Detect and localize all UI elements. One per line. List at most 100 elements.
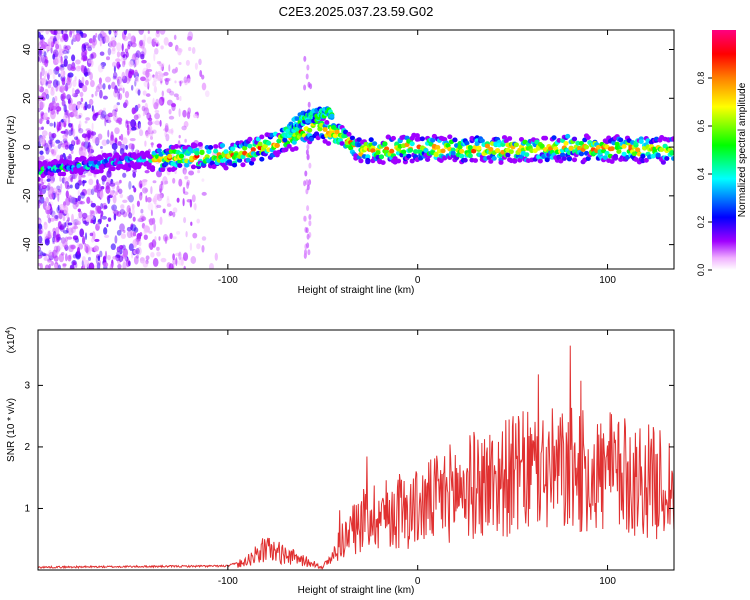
heatmap-cell: [609, 146, 615, 152]
heatmap-cell: [118, 77, 122, 87]
heatmap-cell: [62, 114, 69, 122]
heatmap-cell: [560, 152, 566, 158]
heatmap-cell: [142, 179, 148, 183]
heatmap-cell: [128, 60, 134, 68]
heatmap-cell: [89, 232, 94, 237]
heatmap-cell: [137, 217, 143, 223]
heatmap-cell: [133, 249, 139, 255]
heatmap-cell: [140, 39, 146, 49]
heatmap-cell: [87, 132, 91, 141]
heatmap-cell: [78, 210, 83, 219]
heatmap-cell: [51, 86, 54, 92]
heatmap-cell: [141, 216, 147, 222]
heatmap-cell: [539, 143, 545, 149]
heatmap-cell: [41, 184, 47, 190]
heatmap-cell: [476, 145, 482, 151]
heatmap-cell: [119, 143, 126, 151]
heatmap-cell: [94, 238, 100, 242]
heatmap-cell: [121, 43, 124, 52]
heatmap-cell: [41, 65, 44, 71]
heatmap-cell: [146, 112, 152, 120]
heatmap-cell: [120, 233, 127, 239]
heatmap-cell: [61, 171, 67, 177]
heatmap-cell: [159, 30, 166, 35]
y-tick-label: 2: [24, 442, 30, 453]
heatmap-cell: [125, 120, 131, 124]
heatmap-cell: [69, 196, 76, 204]
heatmap-cell: [208, 145, 214, 150]
snr-x-axis-label: Height of straight line (km): [298, 585, 415, 596]
heatmap-cell: [78, 123, 81, 132]
heatmap-cell: [585, 135, 591, 141]
heatmap-cell: [154, 112, 160, 120]
x-tick-label: 100: [599, 576, 616, 587]
heatmap-cell: [583, 144, 590, 150]
heatmap-cell: [44, 58, 49, 68]
heatmap-cell: [74, 200, 80, 208]
heatmap-cell: [74, 89, 80, 95]
heatmap-cell: [44, 238, 50, 246]
heatmap-cell: [117, 264, 122, 269]
heatmap-cell: [116, 185, 120, 193]
heatmap-cell: [192, 113, 198, 119]
heatmap-cell: [58, 73, 61, 78]
heatmap-cell: [44, 70, 48, 77]
heatmap-cell: [124, 99, 129, 107]
heatmap-cell: [85, 79, 89, 86]
heatmap-cell: [141, 105, 146, 112]
heatmap-cell: [66, 212, 70, 219]
heatmap-cell: [52, 79, 59, 88]
heatmap-cell: [213, 144, 219, 149]
heatmap-cell: [40, 135, 46, 140]
heatmap-cell: [60, 69, 66, 78]
heatmap-cell: [105, 76, 111, 83]
heatmap-cell: [133, 114, 139, 121]
heatmap-cell: [96, 262, 101, 269]
heatmap-cell: [368, 137, 374, 143]
heatmap-cell: [106, 223, 109, 228]
heatmap-cell: [166, 203, 172, 208]
heatmap-cell: [306, 64, 310, 71]
heatmap-cell: [54, 40, 60, 45]
heatmap-cell: [62, 138, 68, 144]
heatmap-cell: [149, 135, 154, 140]
heatmap-cell: [135, 50, 141, 59]
heatmap-cell: [59, 203, 65, 211]
heatmap-cell: [160, 257, 167, 263]
heatmap-cell: [38, 176, 41, 182]
heatmap-cell: [55, 66, 60, 72]
heatmap-cell: [293, 146, 299, 151]
heatmap-cell: [125, 144, 128, 150]
heatmap-cell: [612, 153, 619, 159]
heatmap-cell: [173, 144, 179, 149]
heatmap-cell: [240, 162, 246, 168]
heatmap-cell: [558, 158, 564, 164]
heatmap-cell: [507, 136, 513, 141]
heatmap-cell: [365, 159, 371, 165]
heatmap-cell: [99, 51, 105, 56]
heatmap-cell: [38, 183, 43, 192]
heatmap-cell: [325, 141, 332, 146]
heatmap-cell: [38, 30, 45, 33]
heatmap-cell: [585, 156, 591, 161]
colorbar-label: Normalized spectral amplitude: [737, 82, 748, 217]
heatmap-cell: [282, 137, 288, 143]
heatmap-cell: [452, 137, 458, 143]
heatmap-cell: [148, 230, 153, 234]
heatmap-cell: [76, 139, 81, 145]
heatmap-cell: [112, 75, 117, 80]
heatmap-cell: [93, 245, 100, 252]
heatmap-cell: [199, 149, 205, 155]
heatmap-cell: [144, 188, 149, 193]
heatmap-cell: [153, 102, 159, 110]
heatmap-cell: [84, 101, 88, 111]
heatmap-cell: [53, 245, 59, 252]
heatmap-cell: [56, 109, 59, 115]
heatmap-cell: [99, 190, 104, 199]
heatmap-cell: [169, 90, 175, 96]
heatmap-cell: [356, 142, 362, 148]
heatmap-cell: [68, 129, 73, 137]
heatmap-cell: [303, 215, 307, 222]
heatmap-cell: [303, 84, 307, 91]
heatmap-cell: [55, 32, 61, 41]
